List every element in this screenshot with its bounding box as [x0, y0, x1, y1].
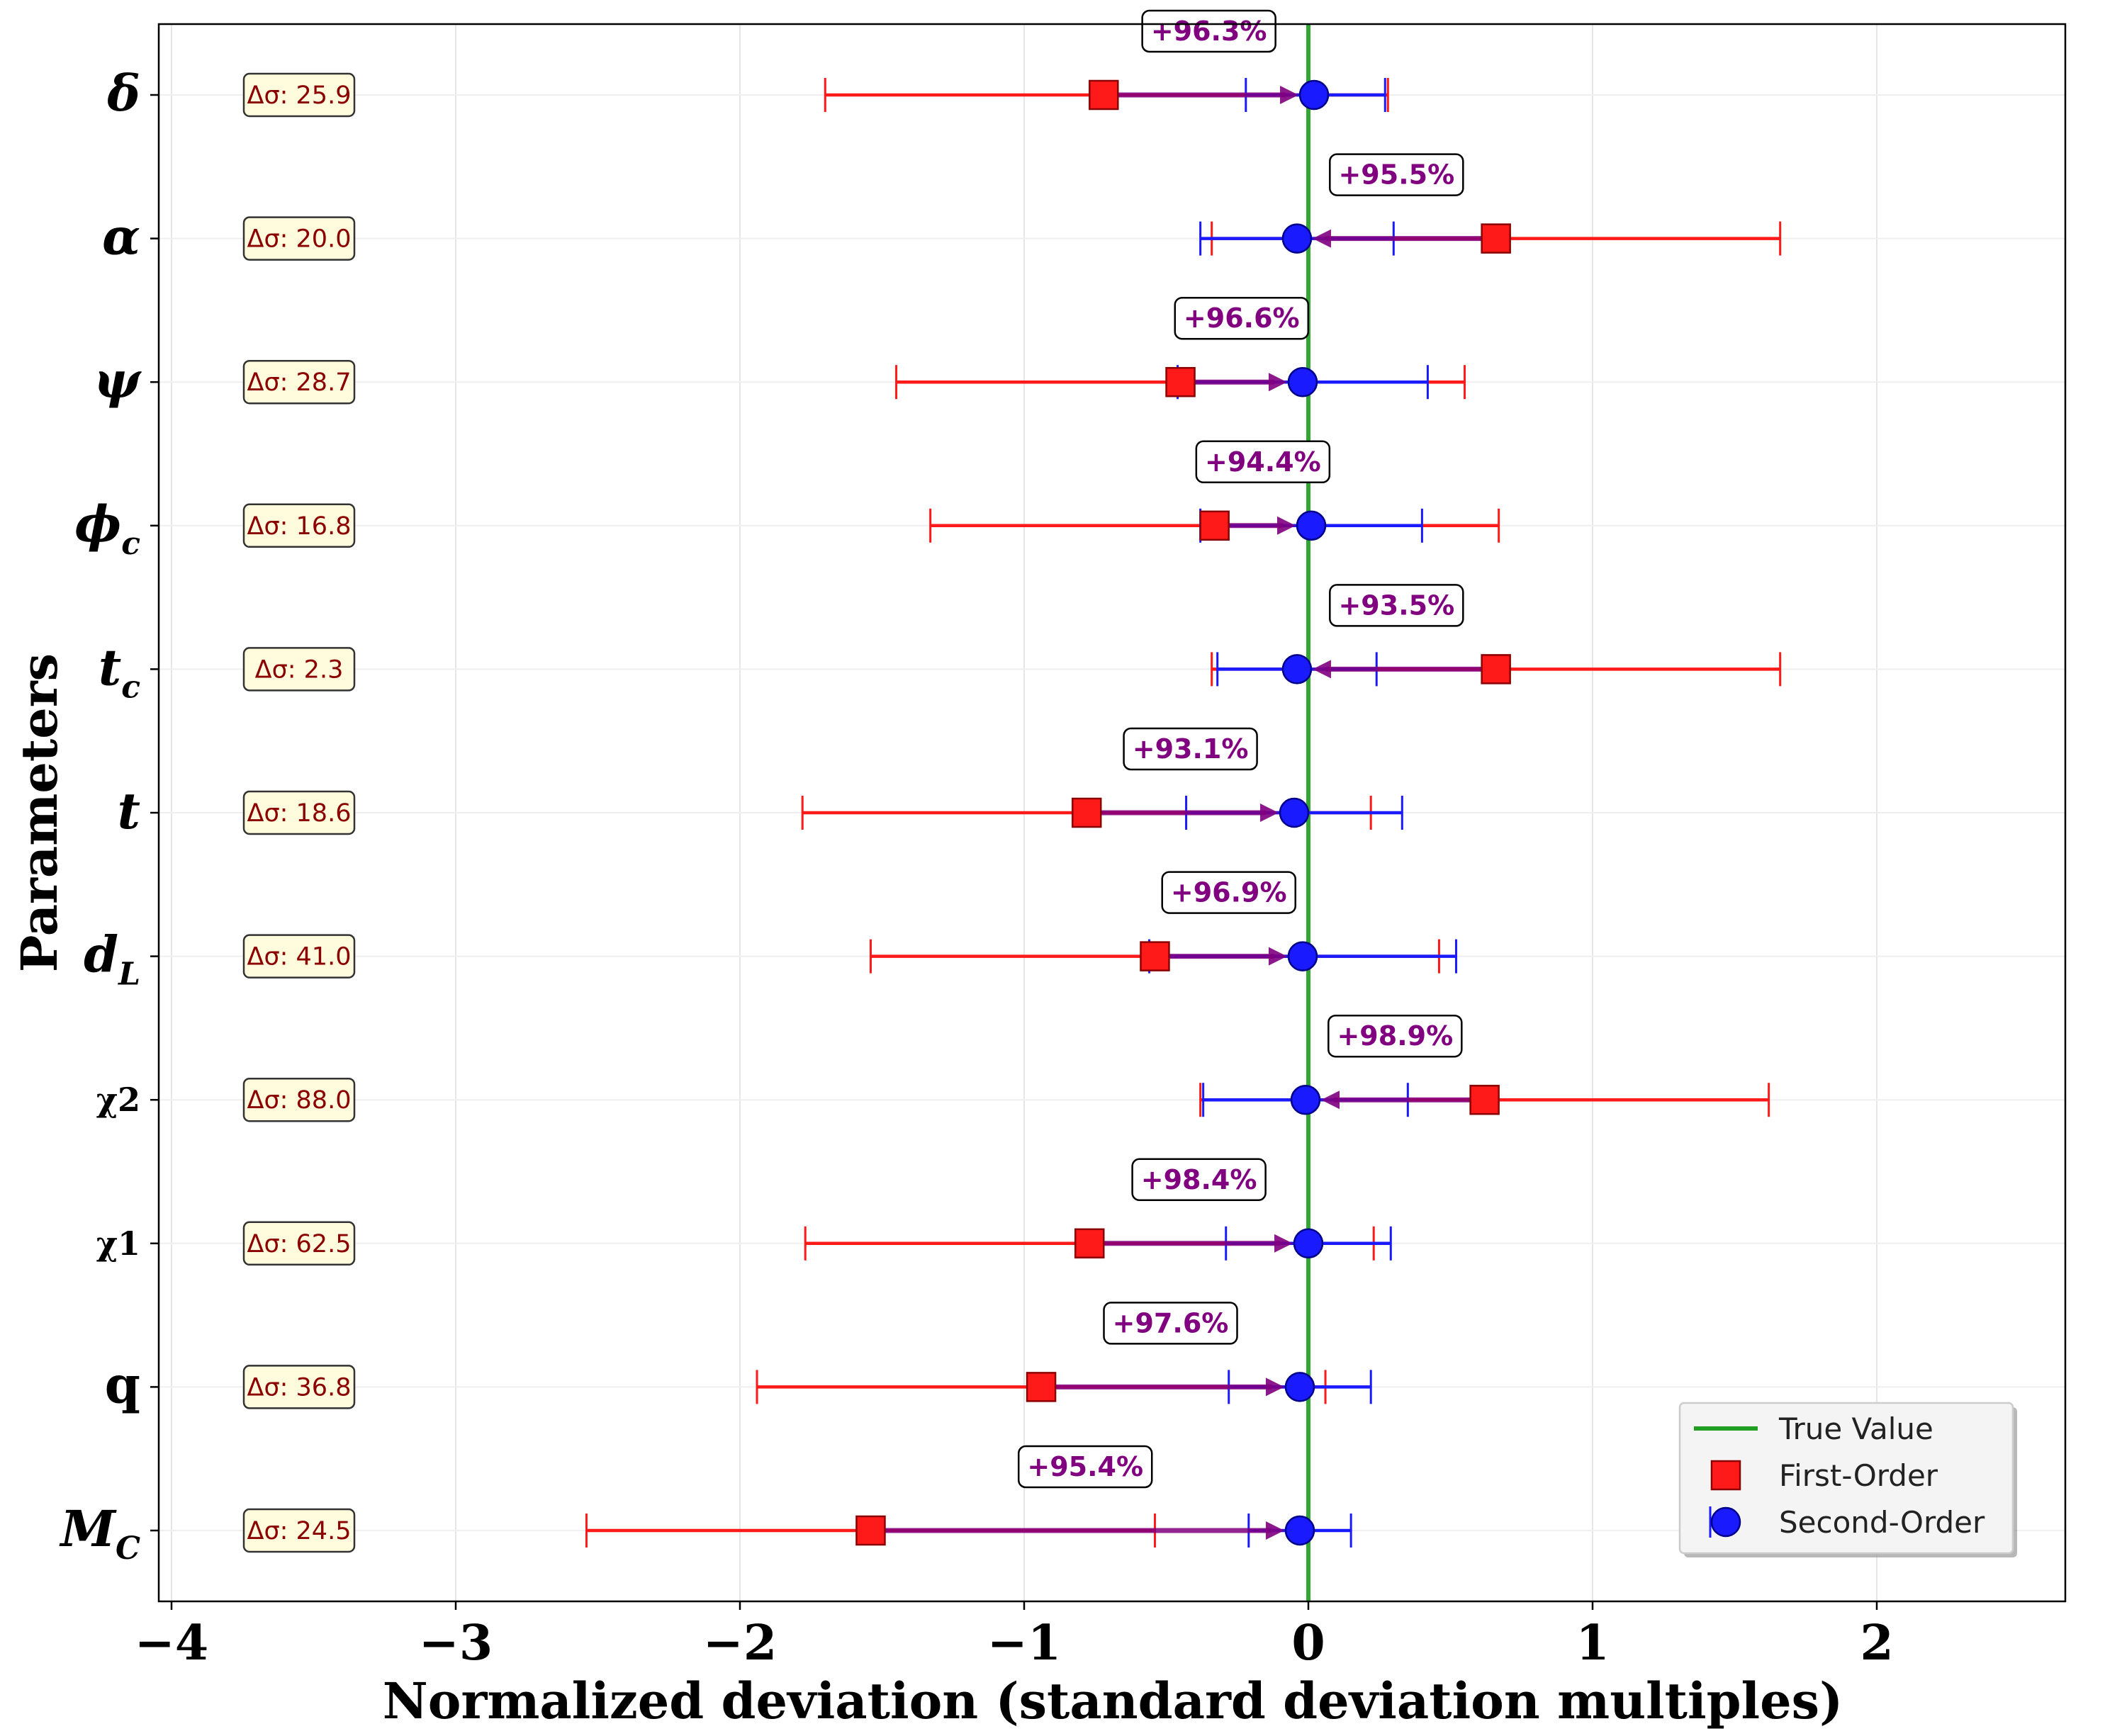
x-tick-label: −2 — [703, 1615, 777, 1672]
first-order-marker — [1027, 1373, 1055, 1401]
delta-sigma-label: Δσ: 24.5 — [247, 1517, 352, 1545]
first-order-marker — [1089, 81, 1118, 109]
improvement-label: +96.3% — [1151, 16, 1267, 47]
legend-second-order-swatch — [1712, 1508, 1740, 1536]
x-tick-label: −3 — [419, 1615, 493, 1672]
improvement-label: +96.6% — [1184, 303, 1300, 334]
delta-sigma-label: Δσ: 28.7 — [247, 368, 352, 397]
first-order-marker — [1167, 368, 1195, 396]
legend-entry-label: Second-Order — [1779, 1505, 1985, 1540]
delta-sigma-label: Δσ: 2.3 — [255, 655, 344, 684]
x-axis-label: Normalized deviation (standard deviation… — [383, 1672, 1843, 1730]
x-tick-label: 2 — [1860, 1615, 1893, 1672]
delta-sigma-label: Δσ: 62.5 — [247, 1230, 352, 1258]
delta-sigma-label: Δσ: 20.0 — [247, 225, 352, 254]
legend-entry-label: True Value — [1778, 1411, 1933, 1446]
first-order-marker — [1140, 942, 1169, 971]
first-order-marker — [1471, 1086, 1499, 1114]
second-order-marker — [1297, 512, 1325, 540]
improvement-label: +95.4% — [1027, 1451, 1143, 1482]
y-tick-label: ψ — [94, 351, 142, 410]
y-tick-label: δ — [106, 64, 140, 123]
second-order-marker — [1294, 1229, 1323, 1258]
improvement-label: +96.9% — [1171, 877, 1287, 908]
improvement-label: +93.1% — [1133, 733, 1249, 765]
improvement-label: +98.4% — [1141, 1164, 1257, 1195]
delta-sigma-label: Δσ: 36.8 — [247, 1373, 352, 1402]
first-order-marker — [1201, 512, 1229, 540]
y-tick-label: α — [102, 208, 140, 266]
second-order-marker — [1291, 1086, 1320, 1114]
delta-sigma-label: Δσ: 41.0 — [247, 943, 352, 971]
improvement-label: +97.6% — [1113, 1307, 1229, 1338]
x-tick-label: −4 — [135, 1615, 208, 1672]
legend: True Value First-Order Second-Order — [1680, 1403, 2017, 1557]
improvement-label: +94.4% — [1205, 446, 1321, 478]
second-order-marker — [1300, 81, 1328, 109]
comparison-chart: +96.3% Δσ: 25.9 +95.5% Δσ: 20.0 +96.6% Δσ: 28… — [0, 0, 2105, 1736]
second-order-marker — [1283, 655, 1311, 683]
second-order-marker — [1289, 942, 1317, 971]
improvement-label: +95.5% — [1338, 159, 1454, 191]
second-order-marker — [1283, 225, 1311, 253]
legend-entry-label: First-Order — [1779, 1458, 1938, 1493]
improvement-label: +98.9% — [1337, 1020, 1453, 1052]
first-order-marker — [856, 1516, 885, 1545]
x-tick-label: 0 — [1291, 1615, 1325, 1672]
first-order-marker — [1075, 1229, 1104, 1258]
x-tick-label: 1 — [1576, 1615, 1609, 1672]
first-order-marker — [1072, 799, 1101, 827]
first-order-marker — [1482, 655, 1510, 683]
second-order-marker — [1289, 368, 1317, 396]
improvement-label: +93.5% — [1338, 590, 1454, 621]
y-tick-label: χ2 — [96, 1081, 140, 1119]
delta-sigma-label: Δσ: 16.8 — [247, 512, 352, 541]
delta-sigma-label: Δσ: 18.6 — [247, 799, 352, 828]
second-order-marker — [1280, 799, 1308, 827]
y-tick-label: q — [105, 1354, 140, 1414]
x-tick-label: −1 — [987, 1615, 1061, 1672]
delta-sigma-label: Δσ: 25.9 — [247, 81, 352, 110]
y-tick-label: t — [118, 782, 140, 840]
second-order-marker — [1286, 1516, 1314, 1545]
y-tick-label: χ1 — [96, 1224, 140, 1263]
first-order-marker — [1482, 225, 1510, 253]
delta-sigma-label: Δσ: 88.0 — [247, 1086, 352, 1115]
second-order-marker — [1286, 1373, 1314, 1401]
y-axis-label: Parameters — [10, 653, 69, 972]
legend-first-order-swatch — [1712, 1461, 1740, 1489]
